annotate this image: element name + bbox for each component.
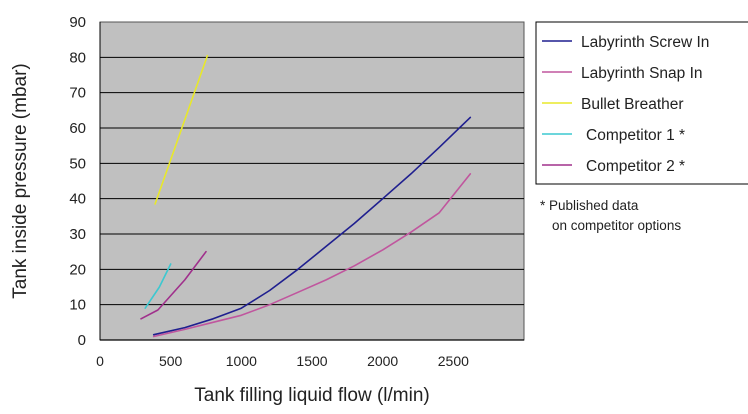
series-layer <box>140 54 472 338</box>
y-tick-label: 20 <box>69 261 86 278</box>
series-line-competitor-1 <box>144 263 172 310</box>
legend: Labyrinth Screw In Labyrinth Snap In Bulle… <box>542 34 709 175</box>
series-line-labyrinth-snap-in <box>152 173 472 338</box>
legend-label-competitor-1: Competitor 1 * <box>586 127 685 144</box>
x-tick-labels: 0 500 1000 1500 2000 2500 <box>96 353 469 369</box>
x-tick-label: 1000 <box>226 353 257 369</box>
y-tick-label: 60 <box>69 120 86 137</box>
y-tick-labels: 0 10 20 30 40 50 60 70 80 90 <box>69 14 86 349</box>
x-axis-title: Tank filling liquid flow (l/min) <box>194 385 429 406</box>
footnote-line-2: on competitor options <box>552 218 681 233</box>
legend-label-competitor-2: Competitor 2 * <box>586 158 685 175</box>
y-axis-title: Tank inside pressure (mbar) <box>10 63 31 298</box>
x-tick-label: 0 <box>96 353 104 369</box>
x-tick-label: 2500 <box>438 353 469 369</box>
y-tick-label: 80 <box>69 49 86 66</box>
series-line-labyrinth-screw-in <box>152 116 472 336</box>
legend-label-labyrinth-screw-in: Labyrinth Screw In <box>581 34 709 51</box>
legend-label-bullet-breather: Bullet Breather <box>581 96 684 113</box>
series-line-competitor-2 <box>140 250 207 320</box>
y-tick-label: 30 <box>69 226 86 243</box>
y-tick-label: 10 <box>69 297 86 314</box>
footnote-line-1: * Published data <box>540 198 639 213</box>
x-tick-label: 1500 <box>296 353 327 369</box>
x-tick-label: 2000 <box>367 353 398 369</box>
y-tick-label: 70 <box>69 85 86 102</box>
grid-lines <box>100 56 524 306</box>
legend-label-labyrinth-snap-in: Labyrinth Snap In <box>581 65 703 82</box>
y-tick-label: 40 <box>69 191 86 208</box>
y-tick-label: 50 <box>69 155 86 172</box>
series-line-bullet-breather <box>154 54 209 205</box>
y-tick-label: 0 <box>78 332 86 349</box>
y-tick-label: 90 <box>69 14 86 31</box>
plot-area <box>99 21 525 341</box>
x-tick-label: 500 <box>159 353 183 369</box>
